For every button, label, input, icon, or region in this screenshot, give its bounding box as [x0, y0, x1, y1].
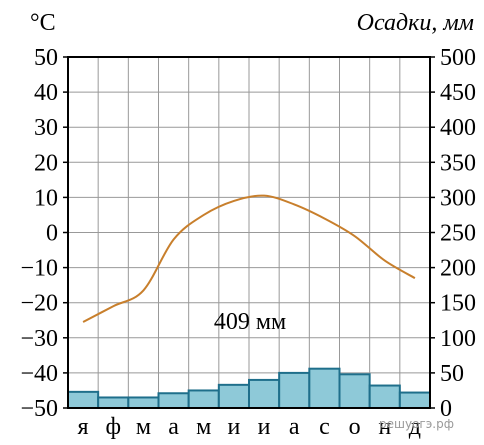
month-label: я: [78, 414, 89, 440]
month-label: а: [168, 414, 179, 440]
precipitation-bar: [97, 396, 130, 410]
watermark: решуогэ.рф: [379, 417, 454, 431]
left-tick-label: 10: [34, 185, 58, 211]
left-tick-label: 20: [34, 150, 58, 176]
month-label: а: [289, 414, 300, 440]
month-label: м: [196, 414, 211, 440]
left-tick-label: 0: [46, 221, 58, 247]
right-tick-label: 300: [440, 185, 476, 211]
precipitation-bar: [308, 367, 341, 409]
month-label: д: [409, 414, 421, 440]
month-label: н: [378, 414, 391, 440]
right-tick-label: 500: [440, 45, 476, 71]
right-tick-label: 200: [440, 256, 476, 282]
left-tick-label: 30: [34, 115, 58, 141]
precipitation-bar: [157, 392, 190, 409]
precipitation-bar: [127, 396, 160, 410]
left-tick-label: −50: [20, 396, 58, 422]
left-tick-label: −30: [20, 326, 58, 352]
month-label: м: [136, 414, 151, 440]
grid: [68, 57, 430, 408]
right-tick-label: 150: [440, 291, 476, 317]
right-tick-label: 450: [440, 80, 476, 106]
precipitation-bar: [67, 390, 100, 410]
right-tick-label: 350: [440, 150, 476, 176]
left-tick-label: 40: [34, 80, 58, 106]
precipitation-bar: [248, 378, 281, 410]
temperature-line: [82, 194, 416, 323]
precipitation-bar: [338, 373, 371, 409]
month-label: и: [258, 414, 271, 440]
left-tick-label: −20: [20, 291, 58, 317]
left-axis-ticks: 50 40 30 20 10 0 −10 −20 −30 −40 −50: [20, 45, 68, 422]
month-label: и: [227, 414, 240, 440]
precipitation-bar: [187, 389, 220, 410]
right-tick-label: 0: [440, 396, 452, 422]
precipitation-bar: [368, 384, 401, 410]
month-label: о: [349, 414, 361, 440]
left-tick-label: 50: [34, 45, 58, 71]
month-label: с: [319, 414, 330, 440]
temperature-line-group: [82, 194, 416, 323]
right-tick-label: 400: [440, 115, 476, 141]
precipitation-bar: [278, 371, 311, 409]
right-tick-label: 50: [440, 361, 464, 387]
right-tick-label: 250: [440, 221, 476, 247]
total-precipitation-annotation: 409 мм: [214, 309, 286, 335]
precipitation-bar: [398, 391, 432, 409]
month-label: ф: [105, 414, 121, 440]
right-tick-label: 100: [440, 326, 476, 352]
precipitation-bar: [217, 383, 250, 410]
right-axis-title: Осадки, мм: [357, 10, 474, 36]
left-axis-title: °С: [30, 10, 56, 36]
left-tick-label: −40: [20, 361, 58, 387]
left-tick-label: −10: [20, 256, 58, 282]
